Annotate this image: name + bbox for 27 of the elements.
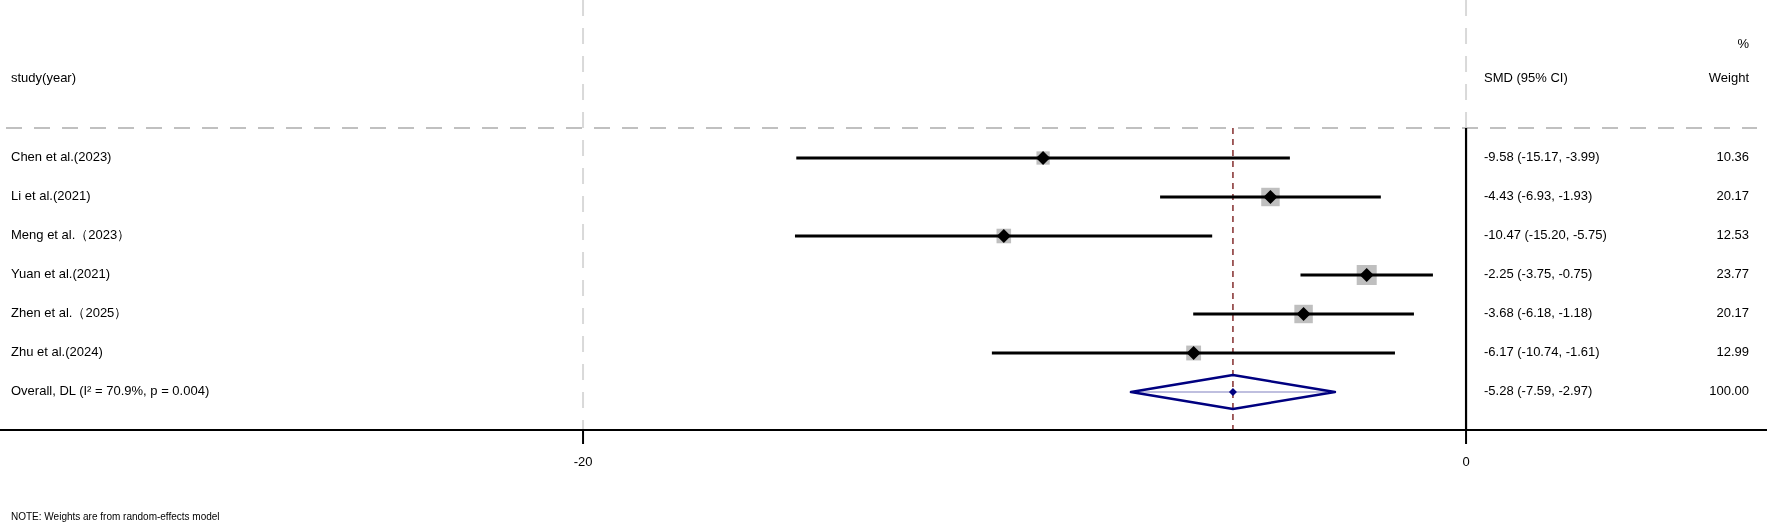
annotation: -9.58 (-15.17, -3.99) (1484, 149, 1600, 165)
annotation: 20.17 (1716, 305, 1749, 321)
annotation: 12.53 (1716, 227, 1749, 243)
annotation: -3.68 (-6.18, -1.18) (1484, 305, 1593, 321)
text: % Weight (1708, 36, 1749, 86)
text: NOTE: Weights are from random-effects model (11, 511, 220, 522)
x-tick-label: -20 (573, 454, 593, 469)
y-axis-title: study(year) (11, 70, 77, 86)
annotation: -2.25 (-3.75, -0.75) (1484, 266, 1593, 282)
annotation: 100.00 (1709, 383, 1749, 399)
annotation: 12.99 (1716, 344, 1749, 360)
annotation: 20.17 (1716, 188, 1749, 204)
y-tick-label: Zhen et al.（2025） (11, 305, 128, 321)
y-tick-label: Zhu et al.(2024) (11, 344, 103, 360)
y-tick-label: Li et al.(2021) (11, 188, 91, 204)
annotation: 23.77 (1716, 266, 1749, 282)
annotation: -5.28 (-7.59, -2.97) (1484, 383, 1593, 399)
y-tick-label: Chen et al.(2023) (11, 149, 112, 165)
annotation: 10.36 (1716, 149, 1749, 165)
annotation: -4.43 (-6.93, -1.93) (1484, 188, 1593, 204)
annotation: -10.47 (-15.20, -5.75) (1484, 227, 1607, 243)
text: SMD (95% CI) (1484, 70, 1568, 86)
x-tick-label: 0 (1462, 454, 1470, 469)
y-tick-label: Yuan et al.(2021) (11, 266, 111, 282)
annotation: -6.17 (-10.74, -1.61) (1484, 344, 1600, 360)
y-tick-label: Meng et al.（2023） (11, 227, 131, 243)
y-tick-label: Overall, DL (I² = 70.9%, p = 0.004) (11, 383, 210, 399)
